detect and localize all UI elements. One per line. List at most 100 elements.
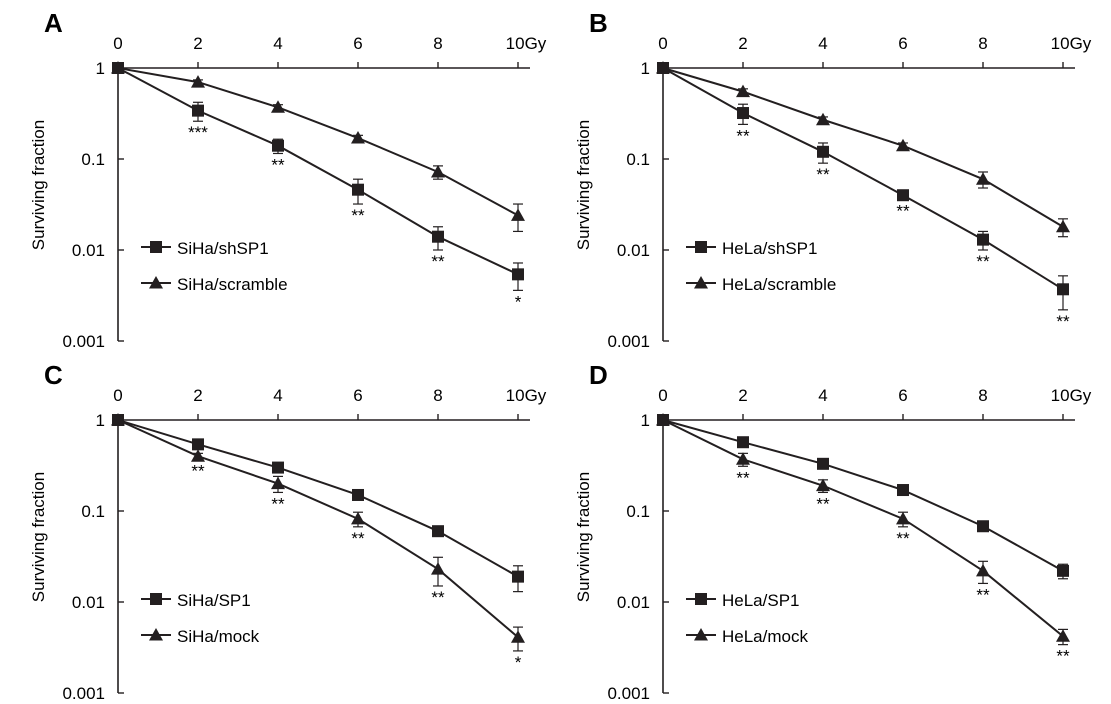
y-tick-label: 0.1: [626, 502, 650, 521]
square-point: [977, 233, 989, 246]
legend-item: SiHa/shSP1: [141, 239, 269, 258]
series-line: [662, 419, 1064, 638]
legend-item: SiHa/scramble: [141, 275, 288, 294]
square-point: [432, 525, 444, 538]
legend-item: HeLa/mock: [686, 627, 808, 646]
x-tick-label: 0: [113, 34, 122, 53]
triangle-point: [511, 208, 525, 221]
series-triangle: [111, 61, 525, 233]
square-point: [897, 484, 909, 497]
series-triangle: [656, 61, 1070, 238]
legend-triangle-icon: [149, 628, 163, 641]
chart-svg: 0 2 4 6 8 10Gy 1 0.1 0.01 0.001 ** ** ** ** ** HeLa/SP1…: [607, 386, 1092, 703]
significance-label: **: [976, 585, 990, 604]
panel-c: C Surviving fraction 0 2 4 6 8 10Gy 1 0.1 0.01 0.…: [0, 352, 555, 704]
x-tick-label: 10Gy: [1051, 386, 1092, 405]
triangle-point: [431, 562, 445, 575]
series-square: [657, 62, 1069, 311]
square-point: [977, 520, 989, 533]
series-triangle: [111, 413, 525, 652]
square-point: [352, 488, 364, 501]
significance-label: **: [816, 165, 830, 184]
x-tick-label: 0: [113, 386, 122, 405]
y-tick-label: 0.001: [607, 684, 650, 703]
series-triangle: [656, 413, 1070, 646]
legend-label: SiHa/SP1: [177, 591, 251, 610]
panel-letter: D: [589, 360, 608, 390]
x-tick-label: 10Gy: [1051, 34, 1092, 53]
legend-item: SiHa/SP1: [141, 591, 251, 610]
series-line: [662, 67, 1064, 228]
x-tick-label: 0: [658, 34, 667, 53]
square-point: [512, 268, 524, 281]
significance-label: **: [431, 588, 445, 607]
square-point: [1057, 283, 1069, 296]
panel-letter: A: [44, 8, 63, 38]
y-tick-label: 0.001: [607, 332, 650, 351]
triangle-point: [656, 413, 670, 426]
significance-label: **: [431, 252, 445, 271]
square-point: [432, 230, 444, 243]
square-point: [737, 436, 749, 449]
legend-item: HeLa/shSP1: [686, 239, 817, 258]
y-tick-label: 0.01: [72, 241, 105, 260]
y-tick-label: 1: [96, 59, 105, 78]
significance-label: **: [816, 494, 830, 513]
y-tick-label: 0.01: [617, 593, 650, 612]
legend-item: HeLa/SP1: [686, 591, 800, 610]
triangle-point: [191, 449, 205, 462]
x-tick-label: 4: [818, 34, 827, 53]
series-square: [657, 414, 1069, 580]
legend-triangle-icon: [694, 276, 708, 289]
triangle-point: [1056, 629, 1070, 642]
significance-label: **: [351, 206, 365, 225]
significance-label: **: [1056, 312, 1070, 331]
x-tick-label: 8: [433, 386, 442, 405]
triangle-point: [1056, 219, 1070, 233]
triangle-point: [896, 138, 910, 152]
significance-label: **: [1056, 647, 1070, 666]
legend-label: SiHa/scramble: [177, 275, 288, 294]
legend-square-icon: [695, 593, 707, 605]
legend-item: HeLa/scramble: [686, 275, 836, 294]
panel-b: B Surviving fraction 0 2 4 6 8 10Gy 1 0.1 0.01 0.…: [545, 0, 1100, 352]
legend-label: SiHa/shSP1: [177, 239, 269, 258]
panel-d: D Surviving fraction 0 2 4 6 8 10Gy 1 0.1 0.01 0.…: [545, 352, 1100, 704]
chart-svg: 0 2 4 6 8 10Gy 1 0.1 0.01 0.001 ** ** ** ** ** HeLa/shS…: [607, 34, 1092, 351]
x-tick-label: 10Gy: [506, 386, 547, 405]
triangle-point: [351, 131, 365, 144]
triangle-point: [976, 172, 990, 185]
series-line: [117, 67, 519, 217]
triangle-point: [191, 75, 205, 88]
square-point: [817, 457, 829, 470]
y-tick-label: 0.1: [81, 150, 105, 169]
square-point: [192, 104, 204, 117]
y-tick-label: 0.1: [626, 150, 650, 169]
legend-item: SiHa/mock: [141, 627, 260, 646]
legend-label: HeLa/scramble: [722, 275, 836, 294]
panel-a: A Surviving fraction 0 2 4 6 8 10Gy 1 0.1 0.01 0.…: [0, 0, 555, 352]
triangle-point: [736, 84, 750, 98]
triangle-point: [431, 164, 445, 178]
significance-label: *: [515, 653, 522, 672]
significance-label: **: [736, 126, 750, 145]
x-tick-label: 6: [898, 34, 907, 53]
y-tick-label: 1: [641, 411, 650, 430]
x-tick-label: 2: [738, 386, 747, 405]
legend-square-icon: [150, 241, 162, 253]
y-tick-label: 0.01: [72, 593, 105, 612]
square-point: [1057, 564, 1069, 577]
significance-label: ***: [188, 123, 208, 142]
series-line: [117, 419, 519, 638]
x-tick-label: 2: [193, 386, 202, 405]
legend-label: HeLa/SP1: [722, 591, 800, 610]
triangle-point: [271, 476, 285, 490]
series-line: [662, 67, 1064, 291]
triangle-point: [736, 452, 750, 465]
panel-letter: C: [44, 360, 63, 390]
square-point: [737, 107, 749, 120]
square-point: [817, 145, 829, 158]
x-tick-label: 2: [193, 34, 202, 53]
y-tick-label: 1: [96, 411, 105, 430]
